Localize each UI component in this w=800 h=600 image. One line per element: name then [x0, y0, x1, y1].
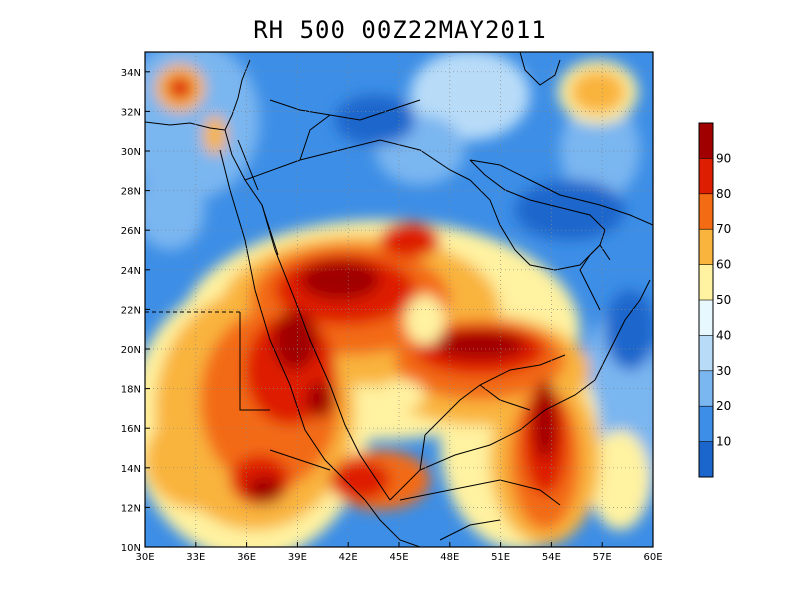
lat-tick-label: 28N — [121, 187, 141, 198]
colorbar-label: 10 — [716, 435, 731, 449]
lon-tick-label: 30E — [135, 552, 154, 563]
colorbar: 10 20 30 40 50 60 70 80 90 — [698, 122, 731, 478]
colorbar-swatch — [699, 370, 713, 407]
colorbar-swatch — [699, 193, 713, 230]
lat-tick-label: 30N — [121, 147, 141, 158]
lon-tick-label: 57E — [593, 552, 612, 563]
lon-tick-label: 39E — [288, 552, 307, 563]
lat-tick-label: 16N — [121, 424, 141, 435]
colorbar-swatch — [699, 300, 713, 336]
colorbar-label: 20 — [716, 399, 731, 413]
lon-tick-label: 60E — [643, 552, 662, 563]
lat-tick-label: 24N — [121, 266, 141, 277]
colorbar-swatch — [699, 335, 713, 371]
colorbar-label: 80 — [716, 187, 731, 201]
lat-tick-label: 12N — [121, 503, 141, 514]
colorbar-swatch — [699, 229, 713, 265]
lon-tick-label: 33E — [186, 552, 205, 563]
colorbar-label: 40 — [716, 328, 731, 342]
colorbar-label: 60 — [716, 258, 731, 272]
colorbar-label: 30 — [716, 364, 731, 378]
colorbar-label: 90 — [716, 151, 731, 165]
coastlines-borders — [145, 52, 653, 547]
lon-tick-label: 51E — [491, 552, 510, 563]
lat-tick-label: 34N — [121, 68, 141, 79]
colorbar-swatch — [699, 406, 713, 442]
lon-tick-label: 54E — [542, 552, 561, 563]
rh-field — [145, 52, 653, 547]
lon-tick-label: 36E — [237, 552, 256, 563]
map-axes: 30E 33E 36E 39E 42E 45E 48E 51E 54E 57E 60E 10N 12N 1… — [121, 68, 663, 563]
lat-tick-label: 18N — [121, 385, 141, 396]
lat-tick-label: 14N — [121, 464, 141, 475]
colorbar-swatch — [699, 158, 713, 194]
colorbar-swatch — [699, 264, 713, 300]
lon-tick-label: 48E — [440, 552, 459, 563]
map-gridlines — [145, 52, 653, 547]
lon-tick-label: 42E — [339, 552, 358, 563]
colorbar-label: 50 — [716, 293, 731, 307]
lon-tick-label: 45E — [389, 552, 408, 563]
colorbar-swatch — [699, 441, 713, 477]
lat-tick-label: 22N — [121, 305, 141, 316]
lat-tick-label: 20N — [121, 345, 141, 356]
lat-tick-label: 26N — [121, 226, 141, 237]
lat-tick-label: 32N — [121, 107, 141, 118]
lat-tick-label: 10N — [121, 543, 141, 554]
map-title: RH 500 00Z22MAY2011 — [253, 16, 547, 44]
colorbar-swatch — [699, 123, 713, 159]
colorbar-label: 70 — [716, 222, 731, 236]
